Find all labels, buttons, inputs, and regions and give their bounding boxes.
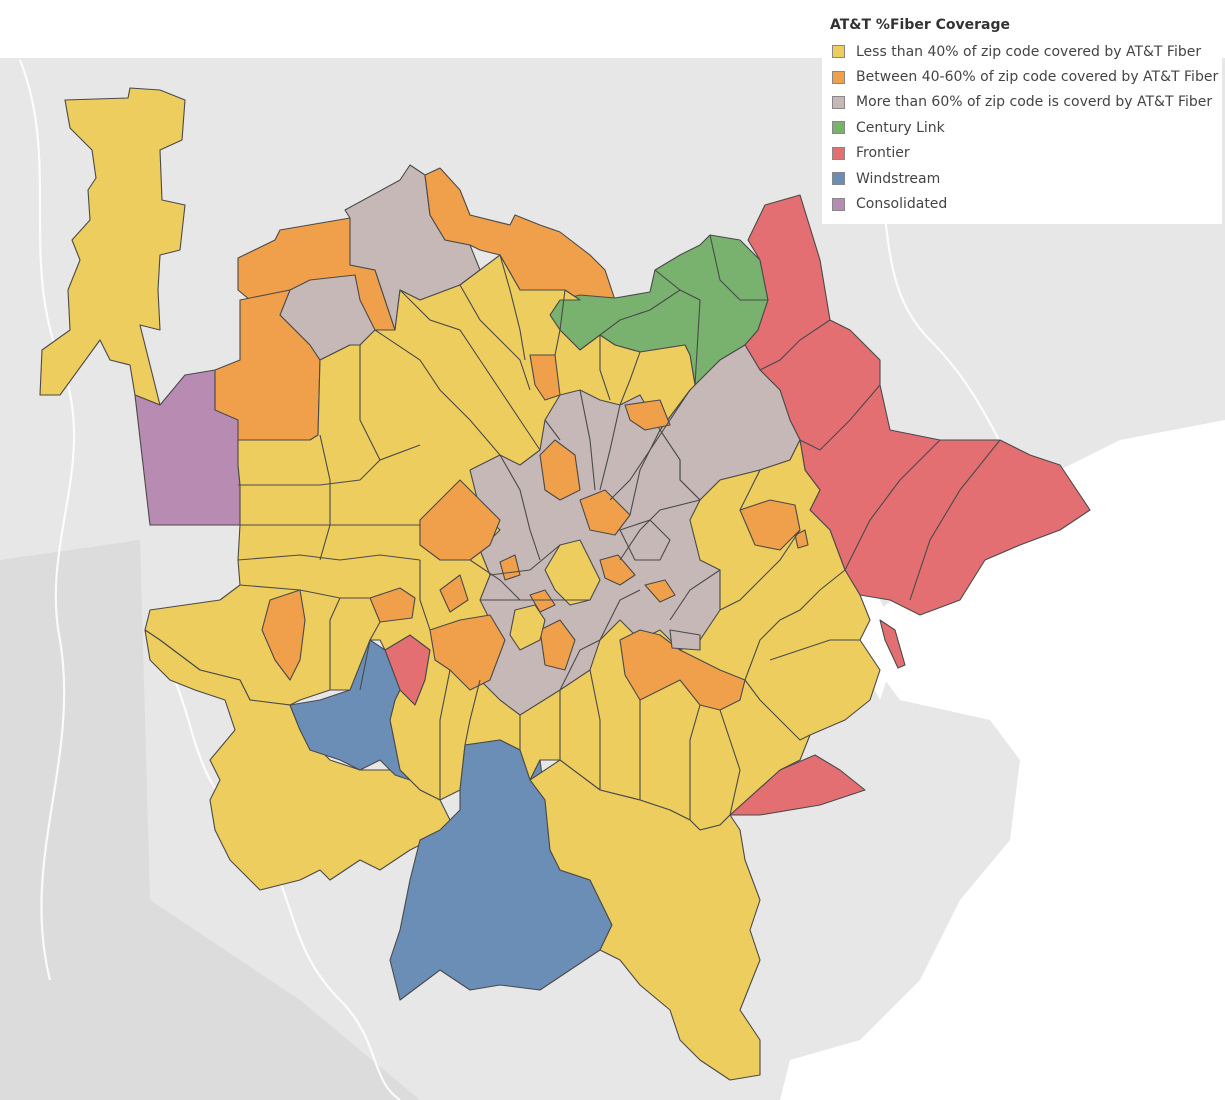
legend-label: Century Link [856,119,945,136]
zip-region[interactable] [624,399,671,431]
zip-region[interactable] [644,579,676,603]
legend-title: AT&T %Fiber Coverage [830,17,1010,33]
legend-swatch [832,197,845,211]
zip-boundaries [237,234,1001,820]
legend-item-frontier[interactable]: Frontier [832,141,1218,166]
zip-region[interactable] [39,87,186,406]
zip-region[interactable] [289,639,411,781]
legend-label: Less than 40% of zip code covered by AT&… [856,43,1202,60]
zip-region[interactable] [261,589,306,681]
legend-label: Consolidated [856,196,948,213]
zip-region[interactable] [424,167,616,301]
legend-label: More than 60% of zip code is coverd by A… [856,94,1213,111]
zip-region[interactable] [499,554,521,581]
galveston-bay [780,220,1225,1100]
zip-region[interactable] [599,554,636,586]
legend-label: Between 40-60% of zip code covered by AT… [856,69,1219,86]
legend-swatch [832,95,845,109]
legend-swatch [832,172,845,186]
legend-items: Less than 40% of zip code covered by AT&… [832,39,1218,217]
zip-region[interactable] [509,604,546,651]
zip-region[interactable] [369,587,416,623]
zip-regions [39,87,1091,1081]
legend-swatch [832,70,845,84]
legend-item-century-link[interactable]: Century Link [832,115,1218,140]
river-west [18,59,76,981]
legend-item-windstream[interactable]: Windstream [832,166,1218,191]
zip-region[interactable] [429,614,506,691]
zip-region[interactable] [794,529,809,549]
zip-region[interactable] [344,164,481,331]
zip-region[interactable] [879,619,906,669]
legend: AT&T %Fiber Coverage Less than 40% of zi… [822,12,1222,224]
river-southwest [149,639,401,1100]
zip-region[interactable] [539,619,576,671]
legend-item-more-than-60[interactable]: More than 60% of zip code is coverd by A… [832,90,1218,115]
zip-region[interactable] [539,439,581,501]
zip-region[interactable] [579,489,631,536]
legend-swatch [832,146,845,160]
zip-region[interactable] [389,739,613,1001]
legend-label: Windstream [856,170,941,187]
legend-swatch [832,121,845,135]
zip-region[interactable] [529,589,556,613]
legend-label: Frontier [856,145,910,162]
zip-region[interactable] [529,354,561,401]
zip-region[interactable] [619,519,671,561]
legend-item-less-than-40[interactable]: Less than 40% of zip code covered by AT&… [832,39,1218,64]
zip-region[interactable] [439,574,469,613]
zip-region[interactable] [419,479,501,561]
zip-region[interactable] [619,629,746,711]
land-texture [0,540,420,1100]
legend-item-between-40-60[interactable]: Between 40-60% of zip code covered by AT… [832,64,1218,89]
zip-region[interactable] [529,759,761,1081]
legend-swatch [832,45,845,59]
zip-region[interactable] [669,629,701,651]
legend-item-consolidated[interactable]: Consolidated [832,191,1218,216]
